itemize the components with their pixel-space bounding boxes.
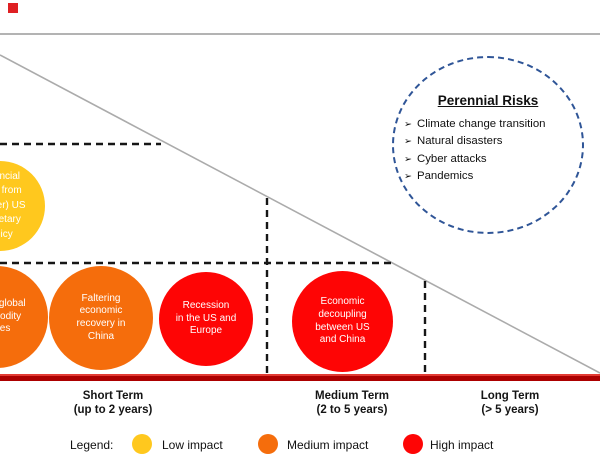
arrow-bullet-icon: ➢ xyxy=(404,153,412,165)
legend-dot-medium-impact xyxy=(258,434,278,454)
timeline-period-long-term: Long Term (> 5 years) xyxy=(430,389,590,417)
risk-circle-recession: Recession in the US and Europe xyxy=(159,272,253,366)
risk-text-line: between US xyxy=(315,321,370,333)
period-subtitle: (up to 2 years) xyxy=(73,404,153,416)
risk-text-line: economic xyxy=(79,305,123,317)
timeline-axis-bar xyxy=(0,374,600,381)
period-title: Short Term xyxy=(82,390,144,402)
arrow-bullet-icon: ➢ xyxy=(404,136,412,148)
period-title: Medium Term xyxy=(315,390,389,402)
period-title: Long Term xyxy=(480,390,540,402)
perennial-risks-list: ➢ Climate change transition ➢ Natural di… xyxy=(402,116,574,186)
perennial-risk-label: Climate change transition xyxy=(416,118,546,130)
risk-circle-us-monetary-policy: Financial risks from (tighter) US moneta… xyxy=(0,161,45,251)
slide-title-rule xyxy=(0,33,600,35)
legend-label-high-impact: High impact xyxy=(430,438,494,452)
risk-text-line: (tighter) US xyxy=(0,199,26,211)
risk-text-line: Financial xyxy=(0,170,21,182)
legend-title: Legend: xyxy=(70,438,114,452)
period-subtitle: (> 5 years) xyxy=(481,404,539,416)
risk-circle-us-china-decoupling: Economic decoupling between US and China xyxy=(292,271,393,372)
risk-text-line: in the US and xyxy=(175,312,237,324)
legend-dot-low-impact xyxy=(132,434,152,454)
period-subtitle: (2 to 5 years) xyxy=(316,404,388,416)
timeline-period-medium-term: Medium Term (2 to 5 years) xyxy=(272,389,432,417)
perennial-risk-label: Pandemics xyxy=(416,170,474,183)
legend-label-low-impact: Low impact xyxy=(162,438,223,452)
perennial-risk-label: Cyber attacks xyxy=(416,152,487,165)
perennial-risks-circle: Perennial Risks ➢ Climate change transit… xyxy=(392,56,584,234)
legend-label-medium-impact: Medium impact xyxy=(287,438,369,452)
perennial-risk-item: ➢ Natural disasters xyxy=(402,133,574,150)
risk-circle-china-recovery: Faltering economic recovery in China xyxy=(49,266,153,370)
risk-text-line: risks from xyxy=(0,185,22,197)
risk-text-line: Faltering xyxy=(81,292,121,304)
risk-text-line: and China xyxy=(319,334,366,346)
slide-accent-square xyxy=(8,3,18,13)
risk-text-line: monetary xyxy=(0,214,21,226)
risk-text-line: Recession xyxy=(182,300,230,312)
risk-text-line: commodity xyxy=(0,310,22,322)
risk-text-line: recovery in xyxy=(76,318,126,329)
risk-text-line: prices xyxy=(0,323,11,335)
perennial-risk-item: ➢ Cyber attacks xyxy=(402,151,574,168)
risk-text-line: Economic xyxy=(320,296,365,308)
risk-text-line: policy xyxy=(0,228,13,240)
risk-text-line: decoupling xyxy=(318,308,367,320)
risk-circle-commodity-prices: Rising global commodity prices xyxy=(0,266,48,368)
timeline-period-short-term: Short Term (up to 2 years) xyxy=(33,389,193,417)
arrow-bullet-icon: ➢ xyxy=(404,171,412,183)
arrow-bullet-icon: ➢ xyxy=(404,119,412,130)
risk-text-line: China xyxy=(87,330,115,342)
perennial-risk-item: ➢ Pandemics xyxy=(402,168,574,185)
perennial-risks-title: Perennial Risks xyxy=(437,93,539,108)
risk-text-line: Europe xyxy=(189,325,223,337)
perennial-risk-label: Natural disasters xyxy=(416,135,503,148)
legend-dot-high-impact xyxy=(403,434,423,454)
risk-text-line: Rising global xyxy=(0,298,26,310)
perennial-risk-item: ➢ Climate change transition xyxy=(402,116,574,133)
